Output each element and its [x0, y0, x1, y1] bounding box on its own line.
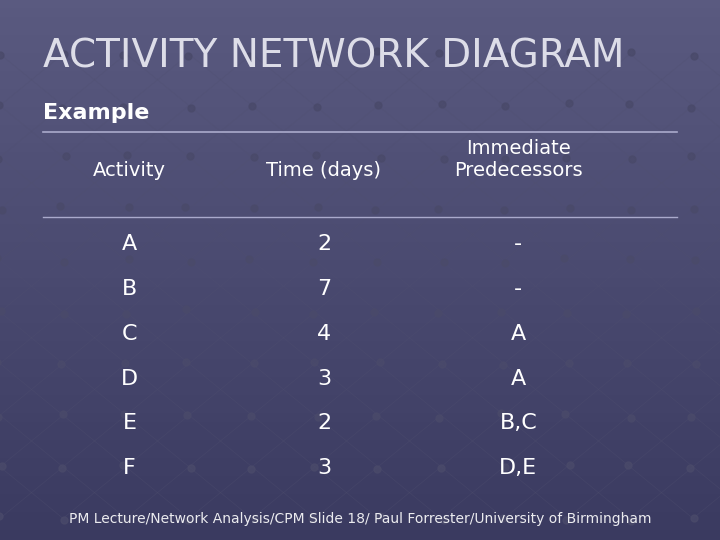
Bar — [0, 405, 720, 414]
Text: Time (days): Time (days) — [266, 160, 382, 180]
Bar — [0, 36, 720, 45]
Text: D,E: D,E — [500, 458, 537, 478]
Bar — [0, 459, 720, 468]
Bar — [0, 126, 720, 135]
Bar — [0, 72, 720, 81]
Text: 3: 3 — [317, 368, 331, 389]
Text: Example: Example — [43, 103, 150, 123]
Bar — [0, 27, 720, 36]
Bar — [0, 18, 720, 27]
Bar — [0, 522, 720, 531]
Text: -: - — [514, 279, 523, 299]
Bar — [0, 513, 720, 522]
Bar — [0, 432, 720, 441]
Text: 4: 4 — [317, 323, 331, 344]
Bar — [0, 90, 720, 99]
Text: 2: 2 — [317, 413, 331, 434]
Bar — [0, 297, 720, 306]
Bar — [0, 351, 720, 360]
Bar — [0, 423, 720, 432]
Bar — [0, 144, 720, 153]
Bar — [0, 63, 720, 72]
Text: Immediate
Predecessors: Immediate Predecessors — [454, 139, 582, 180]
Text: C: C — [122, 323, 138, 344]
Bar — [0, 135, 720, 144]
Text: F: F — [123, 458, 136, 478]
Bar — [0, 378, 720, 387]
Bar — [0, 324, 720, 333]
Bar — [0, 234, 720, 243]
Bar — [0, 288, 720, 297]
Bar — [0, 315, 720, 324]
Bar — [0, 180, 720, 189]
Text: D: D — [121, 368, 138, 389]
Bar — [0, 495, 720, 504]
Bar — [0, 162, 720, 171]
Bar — [0, 306, 720, 315]
Bar — [0, 396, 720, 405]
Bar — [0, 450, 720, 459]
Bar — [0, 261, 720, 270]
Bar — [0, 54, 720, 63]
Text: 3: 3 — [317, 458, 331, 478]
Bar — [0, 189, 720, 198]
Text: A: A — [510, 368, 526, 389]
Bar — [0, 252, 720, 261]
Bar — [0, 387, 720, 396]
Bar — [0, 504, 720, 513]
Bar — [0, 207, 720, 216]
Text: A: A — [122, 234, 138, 254]
Bar — [0, 171, 720, 180]
Text: PM Lecture/Network Analysis/CPM Slide 18/ Paul Forrester/University of Birmingha: PM Lecture/Network Analysis/CPM Slide 18… — [68, 512, 652, 526]
Bar — [0, 441, 720, 450]
Bar — [0, 270, 720, 279]
Text: 7: 7 — [317, 279, 331, 299]
Bar — [0, 216, 720, 225]
Bar — [0, 45, 720, 54]
Bar — [0, 198, 720, 207]
Bar — [0, 108, 720, 117]
Text: Activity: Activity — [93, 160, 166, 180]
Bar — [0, 342, 720, 351]
Bar — [0, 9, 720, 18]
Bar — [0, 0, 720, 9]
Text: B: B — [122, 279, 138, 299]
Bar — [0, 153, 720, 162]
Bar — [0, 279, 720, 288]
Text: 2: 2 — [317, 234, 331, 254]
Bar — [0, 477, 720, 486]
Text: ACTIVITY NETWORK DIAGRAM: ACTIVITY NETWORK DIAGRAM — [43, 38, 624, 76]
Bar — [0, 99, 720, 108]
Bar — [0, 531, 720, 540]
Text: A: A — [510, 323, 526, 344]
Text: B,C: B,C — [500, 413, 537, 434]
Text: E: E — [122, 413, 137, 434]
Bar — [0, 243, 720, 252]
Bar — [0, 360, 720, 369]
Bar — [0, 414, 720, 423]
Bar — [0, 369, 720, 378]
Bar — [0, 117, 720, 126]
Bar — [0, 333, 720, 342]
Bar — [0, 486, 720, 495]
Bar — [0, 468, 720, 477]
Bar — [0, 81, 720, 90]
Text: -: - — [514, 234, 523, 254]
Bar — [0, 225, 720, 234]
